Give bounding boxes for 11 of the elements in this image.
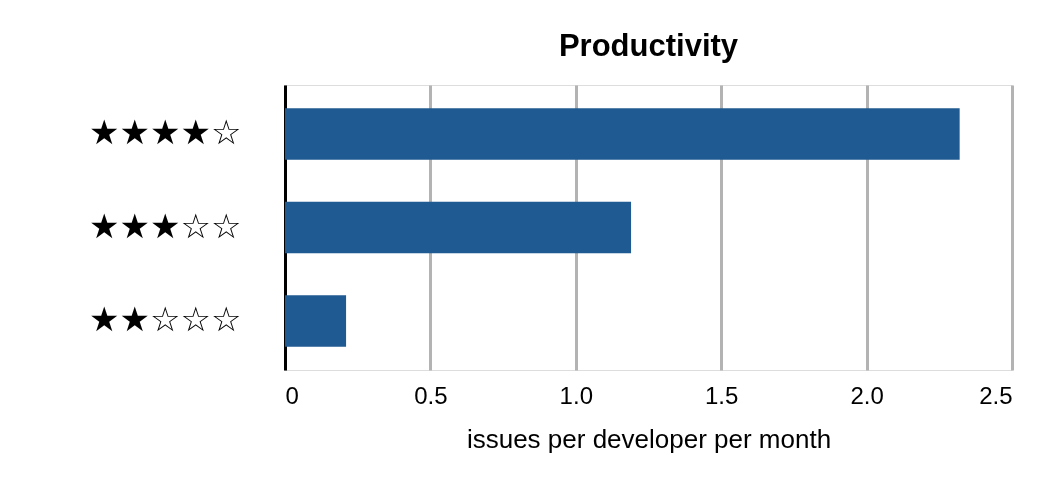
y-tick-label: ★★☆☆☆ [89, 298, 242, 339]
y-tick-label: ★★★☆☆ [89, 205, 242, 246]
x-tick-label: 1.0 [559, 381, 593, 409]
x-tick-label: 2.5 [979, 381, 1013, 409]
x-axis-title: issues per developer per month [466, 423, 832, 454]
chart-title: Productivity [558, 28, 739, 63]
x-tick-label: 0.5 [414, 381, 448, 409]
x-tick-label: 2.0 [850, 381, 884, 409]
y-tick-label: ★★★★☆ [89, 112, 242, 153]
x-tick-label: 0 [285, 381, 299, 409]
x-tick-label: 1.5 [705, 381, 739, 409]
